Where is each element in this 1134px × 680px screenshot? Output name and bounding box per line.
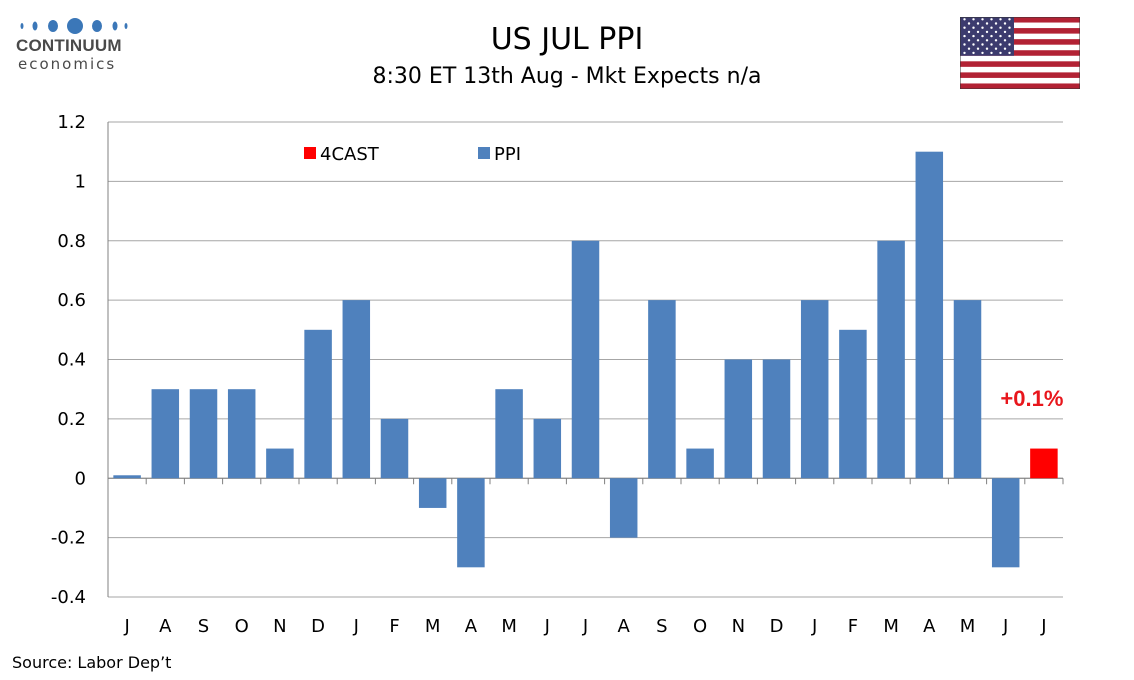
x-tick-label: J xyxy=(582,616,588,637)
ppi-bar xyxy=(151,389,180,479)
legend-swatch xyxy=(478,147,490,159)
x-tick-label: N xyxy=(732,616,745,637)
x-tick-label: J xyxy=(544,616,550,637)
y-tick-label: -0.2 xyxy=(51,528,86,549)
x-tick-label: A xyxy=(465,616,478,637)
x-tick-label: M xyxy=(883,616,899,637)
x-tick-label: S xyxy=(656,616,667,637)
x-tick-label: D xyxy=(311,616,325,637)
ppi-bar xyxy=(648,300,676,479)
x-tick-label: M xyxy=(425,616,441,637)
x-tick-label: A xyxy=(618,616,631,637)
ppi-bar xyxy=(724,359,753,479)
x-tick-label: S xyxy=(198,616,209,637)
ppi-bar xyxy=(457,478,485,568)
y-tick-label: 0.4 xyxy=(57,350,86,371)
y-tick-label: 1.2 xyxy=(57,112,86,133)
y-tick-label: 0.8 xyxy=(57,231,86,252)
ppi-bar xyxy=(304,329,332,479)
x-tick-label: A xyxy=(159,616,172,637)
ppi-bar xyxy=(495,389,523,479)
y-tick-label: 1 xyxy=(75,171,86,192)
x-tick-label: N xyxy=(273,616,286,637)
ppi-bar xyxy=(113,475,141,479)
x-tick-label: D xyxy=(770,616,784,637)
x-tick-label: J xyxy=(123,616,129,637)
y-tick-label: -0.4 xyxy=(51,587,86,608)
x-tick-label: M xyxy=(960,616,976,637)
continuum-logo: CONTINUUM economics xyxy=(14,14,144,76)
x-tick-label: J xyxy=(1002,616,1008,637)
ppi-bar xyxy=(571,240,600,479)
x-tick-label: F xyxy=(848,616,858,637)
ppi-bar xyxy=(953,300,982,479)
ppi-bar xyxy=(533,418,562,479)
source-note: Source: Labor Dep’t xyxy=(12,653,172,672)
ppi-bar xyxy=(266,448,294,479)
ppi-bar xyxy=(800,300,829,479)
logo-dots-icon xyxy=(20,18,128,34)
x-tick-label: M xyxy=(501,616,517,637)
ppi-bar xyxy=(991,478,1020,568)
forecast-annotation: +0.1% xyxy=(1000,386,1063,411)
ppi-bar xyxy=(227,389,256,479)
us-flag-icon xyxy=(960,17,1080,89)
ppi-bar xyxy=(380,418,409,479)
ppi-bar xyxy=(609,478,638,538)
logo-name: CONTINUUM xyxy=(16,36,122,55)
ppi-bar xyxy=(342,300,371,479)
ppi-bar xyxy=(686,448,714,479)
x-tick-label: A xyxy=(923,616,936,637)
legend-label: PPI xyxy=(494,144,521,165)
ppi-bar xyxy=(877,240,905,479)
ppi-bar xyxy=(839,329,867,479)
y-tick-label: 0.2 xyxy=(57,409,86,430)
chart-title: US JUL PPI xyxy=(490,22,644,57)
ppi-bar xyxy=(418,478,447,508)
x-tick-label: J xyxy=(1040,616,1046,637)
ppi-bar xyxy=(762,359,791,479)
x-tick-label: F xyxy=(389,616,399,637)
x-tick-label: J xyxy=(353,616,359,637)
x-tick-label: O xyxy=(235,616,249,637)
forecast-bar xyxy=(1030,448,1058,479)
x-tick-label: O xyxy=(693,616,707,637)
chart-subtitle: 8:30 ET 13th Aug - Mkt Expects n/a xyxy=(372,64,762,89)
y-tick-label: 0 xyxy=(75,468,86,489)
legend-swatch xyxy=(304,147,316,159)
x-tick-label: J xyxy=(811,616,817,637)
legend-label: 4CAST xyxy=(320,144,380,165)
logo-subtitle: economics xyxy=(18,55,117,73)
ppi-bar xyxy=(189,389,218,479)
y-tick-label: 0.6 xyxy=(57,290,86,311)
ppi-bar xyxy=(915,151,944,479)
